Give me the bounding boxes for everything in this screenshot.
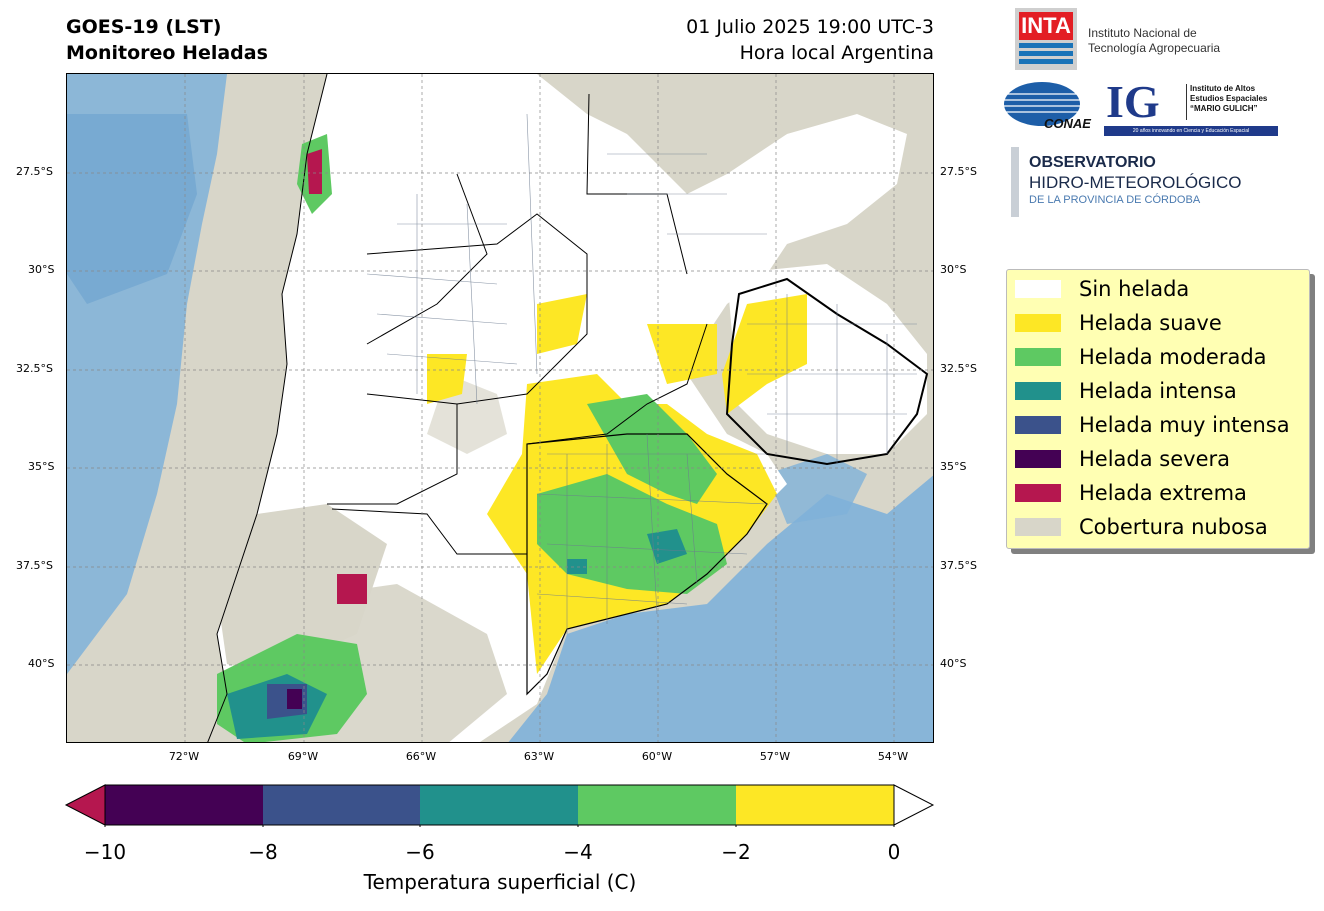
legend-swatch [1015,382,1061,400]
legend-swatch [1015,348,1061,366]
map-canvas [67,74,933,742]
intense-frost-area [647,529,687,564]
uruguay-border [725,277,929,466]
legend-label: Helada muy intensa [1079,413,1290,437]
frost-map [66,73,934,743]
colorbar-title: Temperatura superficial (C) [363,870,637,894]
legend-swatch [1015,518,1061,536]
legend-label: Helada suave [1079,311,1222,335]
ig-tagline: 20 años innovando en Ciencia y Educación… [1104,126,1278,136]
lon-label-1: 72°W [168,750,200,763]
lon-label-6: 57°W [759,750,791,763]
colorbar-segment-moderada [578,785,736,825]
lon-label-4: 63°W [523,750,555,763]
colorbar-segment-intensa [420,785,578,825]
conae-label: CONAE [1044,116,1091,131]
legend-label: Helada extrema [1079,481,1247,505]
legend-item-helada-muy-intensa: Helada muy intensa [1015,412,1290,438]
colorbar-segment-severa [105,785,263,825]
legend-item-helada-extrema: Helada extrema [1015,480,1247,506]
legend-swatch [1015,314,1061,332]
atlantic-ocean-area [508,475,933,742]
legend-item-cobertura-nubosa: Cobertura nubosa [1015,514,1268,540]
legend-label: Cobertura nubosa [1079,515,1268,539]
ig-mark: IG [1106,76,1160,127]
legend-item-helada-severa: Helada severa [1015,446,1230,472]
colorbar-segment-suave [736,785,894,825]
colorbar-under-arrow [64,784,106,826]
legend-swatch [1015,416,1061,434]
legend-item-helada-suave: Helada suave [1015,310,1222,336]
lat-label-right-1: 27.5°S [940,165,977,178]
ig-name-line-1: Instituto de Altos [1190,84,1256,93]
colorbar-over-arrow [893,784,935,826]
obs-line-1: OBSERVATORIO [1029,154,1156,171]
colorbar-tick-2: −8 [248,840,278,864]
legend-item-sin-helada: Sin helada [1015,276,1189,302]
title-line-1: GOES-19 (LST) [66,16,222,38]
lon-label-7: 54°W [877,750,909,763]
legend-item-helada-moderada: Helada moderada [1015,344,1267,370]
ig-name: Instituto de Altos Estudios Espaciales “… [1190,84,1267,114]
date-line-2: Hora local Argentina [739,42,934,64]
colorbar-tick-4: −4 [563,840,593,864]
lat-label-right-6: 40°S [940,657,967,670]
colorbar-tick-6: 0 [887,840,901,864]
lat-label-left-1: 27.5°S [16,165,53,178]
ig-name-line-3: “MARIO GULICH” [1190,104,1258,113]
lon-label-3: 66°W [405,750,437,763]
lat-label-right-3: 32.5°S [940,362,977,375]
colorbar-tick-5: −2 [721,840,751,864]
ig-logo: IG Instituto de Altos Estudios Espaciale… [1104,76,1278,136]
extreme-frost-andes [307,149,322,194]
legend-label: Sin helada [1079,277,1190,301]
map-date: 01 Julio 2025 19:00 UTC-3 Hora local Arg… [686,14,934,66]
legend-label: Helada severa [1079,447,1230,471]
colorbar-tick-3: −6 [405,840,435,864]
lat-label-left-3: 32.5°S [16,362,53,375]
inta-name-line-2: Tecnología Agropecuaria [1088,41,1221,55]
inta-name-line-1: Instituto Nacional de [1088,26,1197,40]
lat-label-left-4: 35°S [28,460,55,473]
legend-swatch [1015,450,1061,468]
title-line-2: Monitoreo Heladas [66,42,268,64]
conae-logo: CONAE [1004,80,1091,134]
inta-logo: INTA [1015,8,1077,70]
legend-label: Helada intensa [1079,379,1237,403]
lon-label-2: 69°W [287,750,319,763]
inta-logo-mark: INTA [1019,12,1073,40]
lon-label-5: 60°W [641,750,673,763]
lat-label-left-6: 40°S [28,657,55,670]
legend-item-helada-intensa: Helada intensa [1015,378,1237,404]
legend-swatch [1015,280,1061,298]
legend: Sin helada Helada suave Helada moderada … [1006,269,1310,549]
observatorio-bar [1011,147,1019,217]
inta-name: Instituto Nacional de Tecnología Agropec… [1088,26,1220,56]
map-title: GOES-19 (LST) Monitoreo Heladas [66,14,268,66]
lat-label-right-4: 35°S [940,460,967,473]
colorbar [64,784,935,827]
date-line-1: 01 Julio 2025 19:00 UTC-3 [686,16,934,38]
lat-label-left-2: 30°S [28,263,55,276]
colorbar-segment-muy-intensa [263,785,420,825]
lat-label-right-5: 37.5°S [940,559,977,572]
moderate-frost-area [587,394,717,504]
colorbar-tick-1: −10 [83,840,127,864]
legend-swatch [1015,484,1061,502]
legend-label: Helada moderada [1079,345,1267,369]
obs-line-3: DE LA PROVINCIA DE CÓRDOBA [1029,194,1201,206]
obs-line-2: HIDRO-METEOROLÓGICO [1029,173,1242,192]
observatorio-logo: OBSERVATORIO HIDRO-METEOROLÓGICO DE LA P… [1029,153,1242,207]
lat-label-right-2: 30°S [940,263,967,276]
ig-name-line-2: Estudios Espaciales [1190,94,1268,103]
lat-label-left-5: 37.5°S [16,559,53,572]
